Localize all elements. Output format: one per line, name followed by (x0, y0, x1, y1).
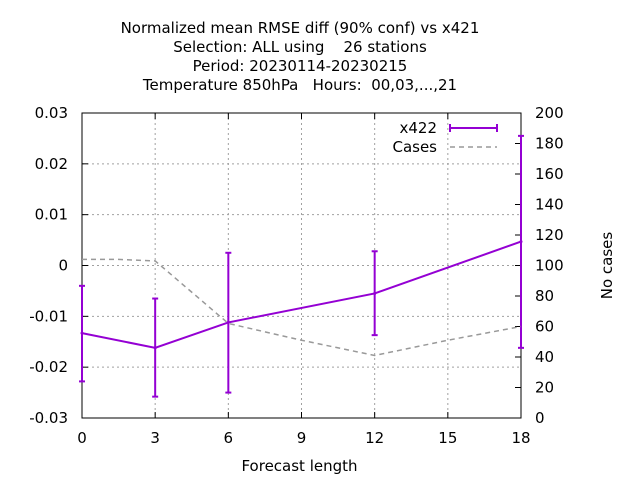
y2-tick-label: 60 (535, 318, 554, 336)
x-tick-label: 3 (150, 429, 160, 447)
legend-label: x422 (399, 119, 437, 137)
y2-tick-label: 180 (535, 135, 564, 153)
x-tick-label: 15 (438, 429, 457, 447)
chart-title-line: Normalized mean RMSE diff (90% conf) vs … (121, 19, 480, 37)
y-tick-label: 0.01 (35, 206, 68, 224)
chart-title-line: Selection: ALL using 26 stations (173, 38, 427, 56)
y-tick-label: 0 (58, 257, 68, 275)
y2-tick-label: 120 (535, 226, 564, 244)
y2-tick-label: 40 (535, 348, 554, 366)
x-tick-label: 12 (365, 429, 384, 447)
y2-tick-label: 80 (535, 287, 554, 305)
y2-tick-label: 20 (535, 379, 554, 397)
axis-ticks: 0 3 6 9 12 15 18 -0.03 -0.02 -0.01 0 0.01 0.02 0.03 0 2… (29, 104, 563, 447)
y-tick-label: -0.02 (29, 358, 68, 376)
x-tick-label: 6 (224, 429, 234, 447)
y-tick-label: -0.01 (29, 307, 68, 325)
series-line-cases (82, 258, 522, 357)
y2-tick-label: 100 (535, 257, 564, 275)
y-tick-label: 0.03 (35, 104, 68, 122)
y2-tick-label: 0 (535, 409, 545, 427)
x-tick-label: 9 (297, 429, 307, 447)
y2-tick-label: 200 (535, 104, 564, 122)
x-tick-label: 18 (511, 429, 530, 447)
data-point (226, 320, 230, 324)
y-tick-label: -0.03 (29, 409, 68, 427)
x-axis-label: Forecast length (241, 457, 357, 475)
data-point (373, 291, 377, 295)
y-tick-label: 0.02 (35, 155, 68, 173)
chart-title: Normalized mean RMSE diff (90% conf) vs … (121, 19, 480, 94)
data-point (80, 331, 84, 335)
y2-axis-label: No cases (598, 232, 616, 300)
chart-title-line: Period: 20230114-20230215 (193, 57, 408, 75)
chart-title-line: Temperature 850hPa Hours: 00,03,...,21 (142, 76, 457, 94)
x-tick-label: 0 (77, 429, 87, 447)
grid-lines (82, 113, 521, 418)
series-group (79, 134, 524, 398)
legend-label: Cases (392, 138, 437, 156)
y2-tick-label: 160 (535, 165, 564, 183)
data-point (519, 240, 523, 244)
y2-tick-label: 140 (535, 196, 564, 214)
data-point (153, 346, 157, 350)
